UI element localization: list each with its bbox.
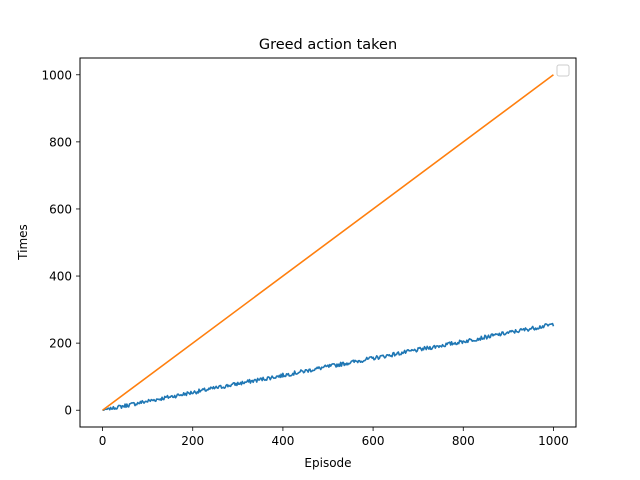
x-axis-label: Episode [304, 456, 351, 470]
y-axis-label: Times [16, 224, 30, 261]
legend-box [556, 64, 570, 77]
plot-frame [79, 57, 577, 428]
y-tick-label: 200 [49, 337, 72, 351]
series-line-2 [102, 74, 554, 411]
x-tick-label: 400 [271, 434, 294, 448]
x-tick-label: 800 [452, 434, 475, 448]
x-tick-label: 600 [362, 434, 385, 448]
y-tick-label: 1000 [41, 68, 72, 82]
x-tick-label: 1000 [538, 434, 569, 448]
x-tick-label: 0 [99, 434, 107, 448]
x-axis: 0 200 400 600 800 1000 [99, 427, 569, 448]
x-tick-label: 200 [181, 434, 204, 448]
series-line-1 [102, 322, 555, 412]
y-tick-label: 400 [49, 270, 72, 284]
series-layer [102, 74, 555, 412]
y-axis: 0 200 400 600 800 1000 [41, 68, 80, 418]
y-tick-label: 600 [49, 202, 72, 216]
y-tick-label: 0 [64, 404, 72, 418]
chart-title: Greed action taken [259, 37, 397, 53]
y-tick-label: 800 [49, 135, 72, 149]
